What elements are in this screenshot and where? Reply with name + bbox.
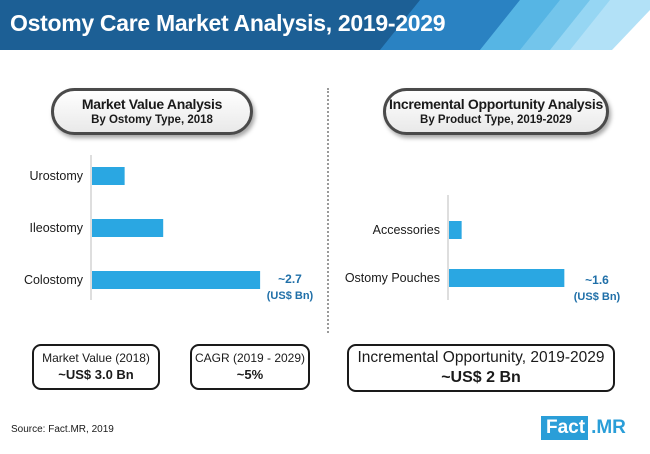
left-annotation-value: ~2.7 — [278, 272, 302, 286]
left-category-label: Colostomy — [24, 273, 84, 287]
left-panel-subheading-text: By Ostomy Type, 2018 — [91, 114, 213, 126]
incremental-opportunity-box: Incremental Opportunity, 2019-2029 ~US$ … — [347, 344, 615, 392]
right-panel-heading-text: Incremental Opportunity Analysis — [389, 96, 603, 112]
left-panel-heading-text: Market Value Analysis — [81, 96, 223, 112]
cagr-label: CAGR (2019 - 2029) — [194, 351, 306, 365]
right-annotation-value: ~1.6 — [585, 273, 609, 287]
factmr-logo: Fact .MR — [541, 416, 629, 440]
right-panel-heading: Incremental Opportunity Analysis By Prod… — [383, 88, 609, 135]
right-category-label: Ostomy Pouches — [345, 271, 440, 285]
right-annotation-unit: (US$ Bn) — [574, 291, 621, 303]
logo-part-mr: .MR — [591, 417, 626, 438]
left-bar-chart: Urostomy Ileostomy Colostomy — [24, 155, 261, 300]
panel-divider — [327, 88, 329, 333]
left-annotation-unit: (US$ Bn) — [267, 290, 314, 302]
cagr-value: ~5% — [236, 367, 264, 382]
left-category-label: Ileostomy — [30, 221, 84, 235]
left-panel-heading: Market Value Analysis By Ostomy Type, 20… — [51, 88, 253, 135]
market-value-box: Market Value (2018) ~US$ 3.0 Bn — [32, 344, 160, 390]
right-bar-ostomy-pouches — [449, 269, 565, 287]
header-background — [0, 0, 650, 50]
right-panel-subheading-text: By Product Type, 2019-2029 — [420, 114, 572, 126]
right-bar-accessories — [449, 221, 462, 239]
incremental-label: Incremental Opportunity, 2019-2029 — [357, 349, 605, 366]
left-bar-colostomy — [92, 271, 261, 289]
right-bar-chart: Accessories Ostomy Pouches — [345, 195, 565, 300]
market-value-value: ~US$ 3.0 Bn — [58, 367, 134, 382]
header-banner: Ostomy Care Market Analysis, 2019-2029 — [0, 0, 650, 50]
market-value-label: Market Value (2018) — [42, 351, 150, 365]
incremental-value: ~US$ 2 Bn — [441, 369, 521, 386]
source-note: Source: Fact.MR, 2019 — [11, 424, 114, 435]
left-category-label: Urostomy — [30, 169, 84, 183]
left-bar-urostomy — [92, 167, 125, 185]
left-bar-ileostomy — [92, 219, 164, 237]
page-title: Ostomy Care Market Analysis, 2019-2029 — [10, 10, 446, 36]
cagr-box: CAGR (2019 - 2029) ~5% — [190, 344, 310, 390]
logo-part-fact: Fact — [541, 416, 589, 440]
right-category-label: Accessories — [373, 223, 440, 237]
